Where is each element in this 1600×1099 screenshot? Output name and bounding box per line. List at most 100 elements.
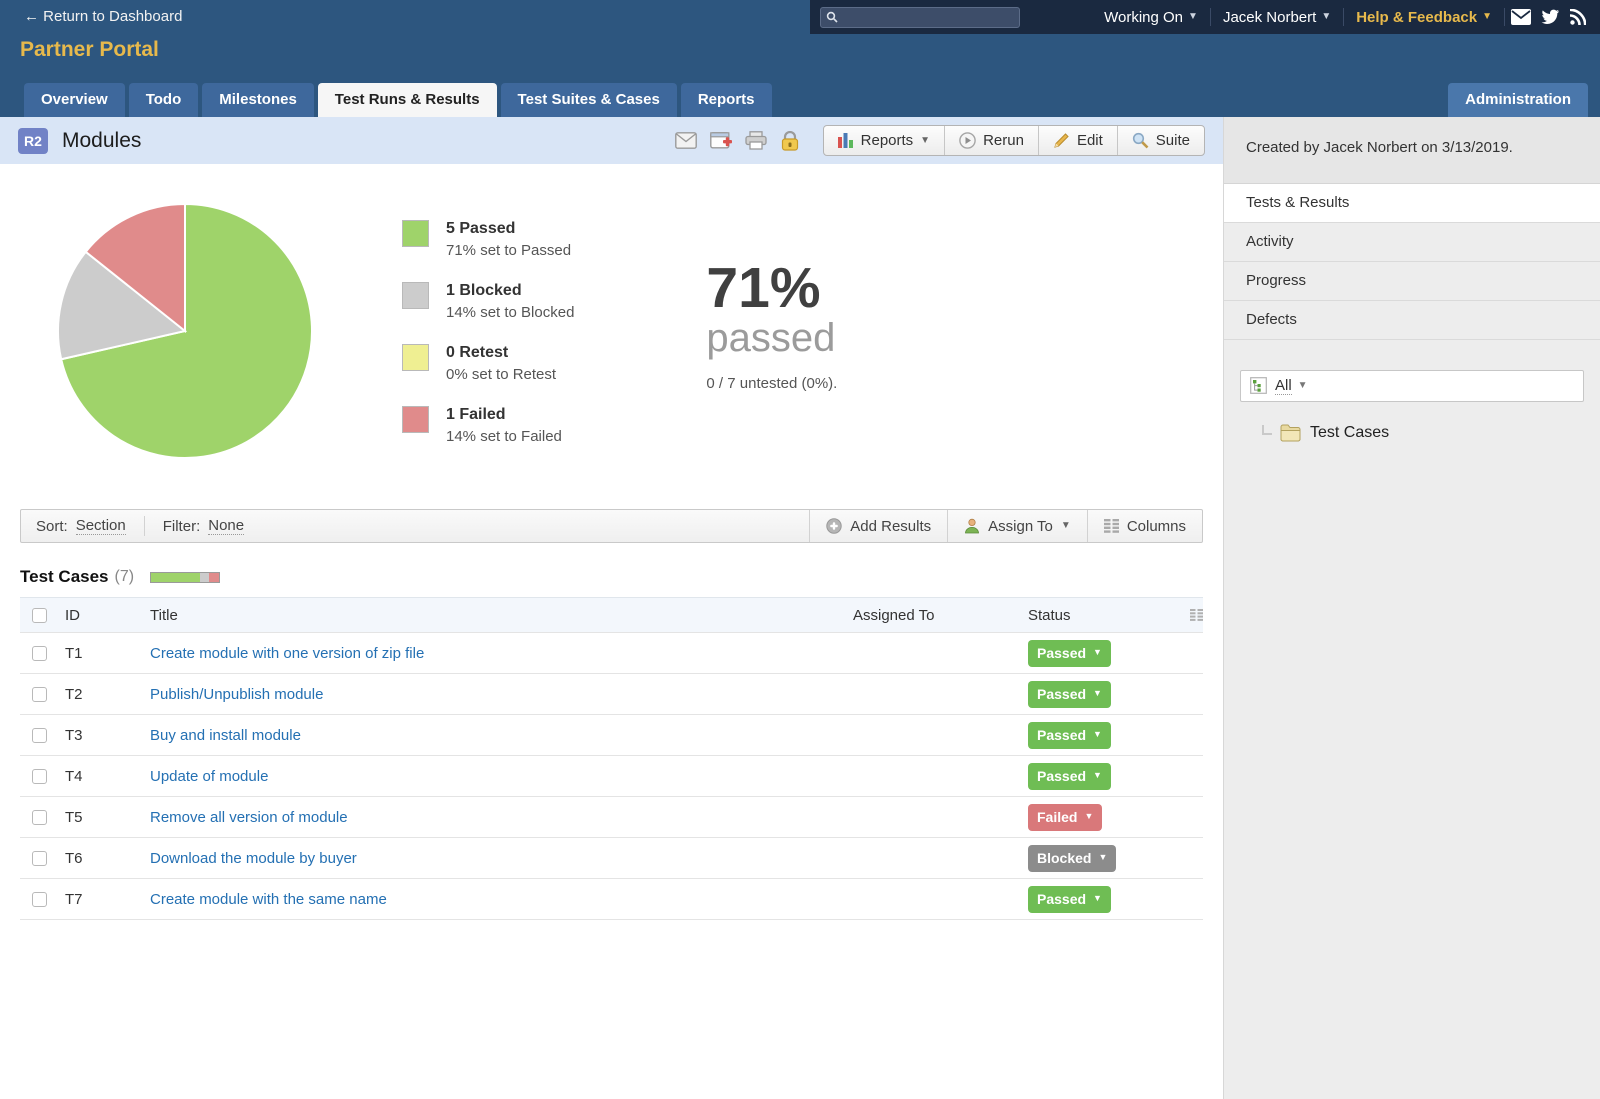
results-mini-progressbar bbox=[150, 571, 221, 583]
edit-button[interactable]: Edit bbox=[1037, 126, 1117, 155]
case-id: T3 bbox=[65, 726, 83, 744]
legend-item: 0 Retest 0% set to Retest bbox=[402, 344, 574, 383]
case-title-link[interactable]: Download the module by buyer bbox=[150, 849, 357, 867]
plus-circle-icon bbox=[826, 518, 842, 534]
case-title-link[interactable]: Publish/Unpublish module bbox=[150, 685, 324, 703]
header-status[interactable]: Status bbox=[1028, 606, 1071, 624]
chevron-down-icon: ▼ bbox=[1093, 770, 1102, 780]
table-row: T3 Buy and install module Passed ▼ bbox=[20, 715, 1203, 756]
progress-segment-blocked bbox=[199, 572, 210, 582]
filter-value-link[interactable]: None bbox=[208, 517, 245, 535]
header-assigned-to[interactable]: Assigned To bbox=[853, 606, 935, 624]
legend-detail: 14% set to Failed bbox=[446, 428, 562, 445]
row-checkbox[interactable] bbox=[32, 727, 47, 743]
status-dropdown[interactable]: Blocked ▼ bbox=[1028, 844, 1117, 872]
window-add-icon[interactable] bbox=[709, 131, 732, 150]
sort-value-link[interactable]: Section bbox=[75, 517, 126, 535]
pie-slice-blocked bbox=[57, 250, 188, 361]
status-dropdown[interactable]: Passed ▼ bbox=[1028, 721, 1111, 749]
lock-icon[interactable] bbox=[780, 130, 800, 151]
case-title-link[interactable]: Update of module bbox=[150, 767, 269, 785]
pass-word: passed bbox=[706, 316, 836, 360]
search-box[interactable] bbox=[820, 6, 1020, 28]
chevron-down-icon: ▼ bbox=[1321, 11, 1332, 22]
cases-filter-dropdown[interactable]: All ▼ bbox=[1240, 369, 1584, 402]
header-title[interactable]: Title bbox=[150, 606, 178, 624]
case-title-link[interactable]: Create module with the same name bbox=[150, 890, 387, 908]
chevron-down-icon: ▼ bbox=[1093, 893, 1102, 903]
columns-config-icon[interactable] bbox=[1190, 609, 1203, 621]
row-checkbox[interactable] bbox=[32, 850, 47, 866]
select-all-checkbox[interactable] bbox=[32, 607, 47, 623]
chevron-down-icon: ▼ bbox=[1482, 11, 1492, 22]
main-panel: R2 Modules Reports ▼ Rerun bbox=[0, 117, 1223, 1099]
header-id[interactable]: ID bbox=[65, 606, 80, 624]
status-dropdown[interactable]: Passed ▼ bbox=[1028, 639, 1111, 667]
working-on-menu[interactable]: Working On ▼ bbox=[1104, 8, 1198, 26]
reports-button[interactable]: Reports ▼ bbox=[824, 126, 944, 155]
results-chart-section: 5 Passed 71% set to Passed 1 Blocked 14%… bbox=[0, 164, 1223, 509]
sidebar-item-progress[interactable]: Progress bbox=[1224, 262, 1600, 301]
row-checkbox[interactable] bbox=[32, 645, 47, 661]
tab-milestones[interactable]: Milestones bbox=[202, 83, 314, 117]
row-checkbox[interactable] bbox=[32, 891, 47, 907]
tab-overview[interactable]: Overview bbox=[24, 83, 125, 117]
legend-item: 1 Blocked 14% set to Blocked bbox=[402, 282, 574, 321]
main-tabs: Overview Todo Milestones Test Runs & Result… bbox=[24, 83, 1600, 117]
user-menu[interactable]: Jacek Norbert ▼ bbox=[1222, 8, 1332, 26]
twitter-icon[interactable] bbox=[1541, 9, 1560, 25]
tab-reports[interactable]: Reports bbox=[680, 83, 772, 117]
table-header-row: ID Title Assigned To Status bbox=[20, 597, 1203, 633]
cases-filter-value: All bbox=[1275, 376, 1292, 395]
pass-summary: 71% passed 0 / 7 untested (0%). bbox=[706, 202, 837, 509]
chevron-down-icon: ▼ bbox=[1084, 811, 1094, 821]
tab-todo[interactable]: Todo bbox=[128, 83, 199, 117]
columns-button[interactable]: Columns bbox=[1086, 510, 1202, 542]
legend-label: 1 Failed bbox=[446, 406, 506, 423]
suite-button[interactable]: Suite bbox=[1116, 126, 1204, 155]
legend-swatch bbox=[402, 282, 429, 309]
help-feedback-menu[interactable]: Help & Feedback ▼ bbox=[1356, 8, 1492, 26]
sidebar-item-tests-results[interactable]: Tests & Results bbox=[1224, 183, 1600, 223]
email-icon[interactable] bbox=[674, 132, 697, 149]
status-dropdown[interactable]: Passed ▼ bbox=[1028, 885, 1111, 913]
page-title: Modules bbox=[62, 128, 142, 152]
legend-swatch bbox=[402, 406, 429, 433]
search-input[interactable] bbox=[842, 10, 1012, 24]
tree-view-icon bbox=[1250, 377, 1267, 395]
rss-icon[interactable] bbox=[1570, 9, 1586, 25]
app-header: Working On ▼ Jacek Norbert ▼ Help & Feedba… bbox=[0, 0, 1600, 117]
legend-label: 1 Blocked bbox=[446, 282, 522, 299]
tab-test-runs-results[interactable]: Test Runs & Results bbox=[317, 83, 497, 117]
status-dropdown[interactable]: Passed ▼ bbox=[1028, 762, 1111, 790]
assign-to-button[interactable]: Assign To ▼ bbox=[947, 510, 1087, 542]
print-icon[interactable] bbox=[744, 131, 767, 150]
tab-test-suites-cases[interactable]: Test Suites & Cases bbox=[500, 83, 677, 117]
case-title-link[interactable]: Create module with one version of zip fi… bbox=[150, 644, 425, 662]
row-checkbox[interactable] bbox=[32, 686, 47, 702]
test-cases-count: (7) bbox=[114, 568, 135, 585]
case-id: T5 bbox=[65, 808, 83, 826]
row-checkbox[interactable] bbox=[32, 768, 47, 784]
sidebar-item-defects[interactable]: Defects bbox=[1224, 301, 1600, 340]
tab-administration[interactable]: Administration bbox=[1448, 83, 1588, 117]
row-checkbox[interactable] bbox=[32, 809, 47, 825]
play-icon bbox=[959, 132, 976, 149]
case-title-link[interactable]: Buy and install module bbox=[150, 726, 301, 744]
pie-slice-failed bbox=[84, 202, 186, 334]
status-dropdown[interactable]: Failed ▼ bbox=[1028, 803, 1103, 831]
add-results-button[interactable]: Add Results bbox=[809, 510, 947, 542]
case-title-link[interactable]: Remove all version of module bbox=[150, 808, 348, 826]
run-id-badge: R2 bbox=[18, 127, 48, 154]
chevron-down-icon: ▼ bbox=[1098, 852, 1108, 862]
untested-note: 0 / 7 untested (0%). bbox=[706, 375, 838, 392]
legend-detail: 14% set to Blocked bbox=[446, 304, 575, 321]
rerun-button[interactable]: Rerun bbox=[944, 126, 1038, 155]
status-dropdown[interactable]: Passed ▼ bbox=[1028, 680, 1111, 708]
mail-icon[interactable] bbox=[1511, 9, 1531, 25]
return-to-dashboard-link[interactable]: ← Return to Dashboard bbox=[24, 8, 183, 25]
sidebar-item-activity[interactable]: Activity bbox=[1224, 223, 1600, 262]
sort-label: Sort: bbox=[36, 517, 68, 535]
top-utility-bar: Working On ▼ Jacek Norbert ▼ Help & Feedba… bbox=[810, 0, 1600, 34]
tree-item-test-cases[interactable]: Test Cases bbox=[1262, 424, 1600, 442]
